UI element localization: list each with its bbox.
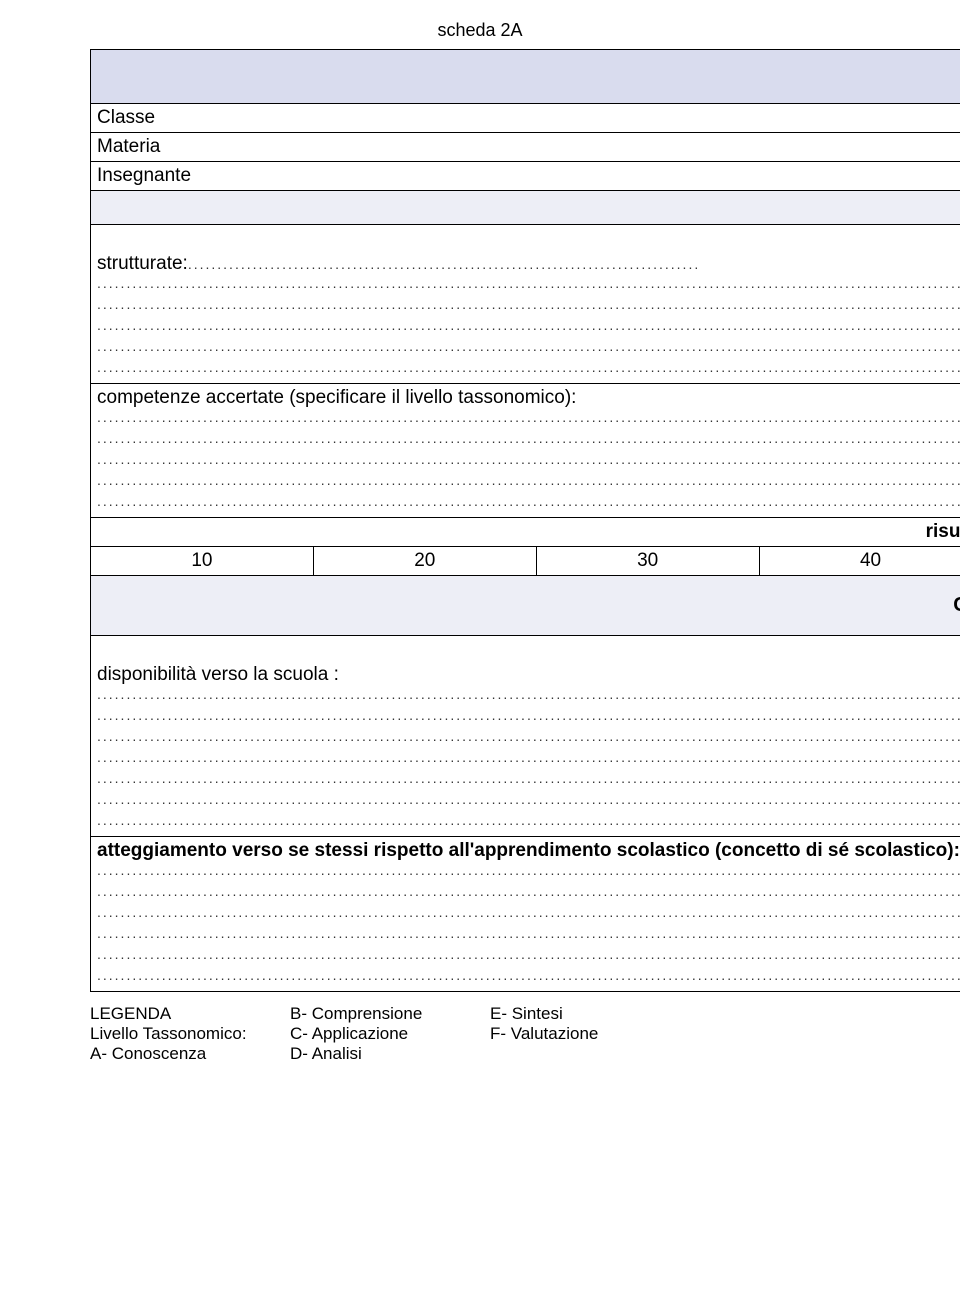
dots: [97, 472, 960, 493]
legend-c: C- Applicazione: [290, 1024, 490, 1044]
percent-grid: 10 20 30 40 50 60 70 80 90 100: [91, 547, 960, 576]
dots: [97, 791, 960, 812]
strutturate-col: strutturate:: [91, 253, 960, 383]
competenze-section: competenze accertate (specificare il liv…: [91, 384, 960, 518]
dots: [97, 430, 960, 451]
legend-f: F- Valutazione: [490, 1024, 670, 1044]
prove-columns: strutturate: non strutturate:: [91, 253, 960, 384]
carat-cogn-header: CARATTERISTICHE COGNITIVE D'INGRESSO: [91, 191, 960, 225]
dots: [97, 409, 960, 430]
dots: [97, 317, 960, 338]
legend-d: D- Analisi: [290, 1044, 490, 1064]
dots: [97, 904, 960, 925]
competenze-label: competenze accertate (specificare il liv…: [97, 387, 960, 409]
attegg-self-label: atteggiamento verso se stessi rispetto a…: [97, 840, 960, 862]
dots: [97, 812, 960, 833]
dots: [97, 770, 960, 791]
legend-e: E- Sintesi: [490, 1004, 670, 1024]
legend-title: LEGENDA: [90, 1004, 290, 1024]
legend-livello: Livello Tassonomico:: [90, 1024, 290, 1044]
dots: [97, 883, 960, 904]
dots: [97, 686, 960, 707]
dots: [97, 451, 960, 472]
disp-scuola-label: disponibilità verso la scuola :: [97, 664, 960, 686]
prove-header: prove d'ingresso (tipo e numero): [91, 225, 960, 253]
pct-30: 30: [537, 547, 760, 575]
dots: [97, 728, 960, 749]
legend: LEGENDA Livello Tassonomico: A- Conoscen…: [90, 1004, 870, 1064]
dots: [97, 275, 960, 296]
legend-a: A- Conoscenza: [90, 1044, 290, 1064]
strutturate-label: strutturate:: [97, 253, 188, 275]
dots: [97, 493, 960, 514]
risultati-header: risultati positivi complessivi (esprimer…: [91, 518, 960, 547]
scheda-label: scheda 2A: [90, 20, 870, 41]
pct-10: 10: [91, 547, 314, 575]
carat-socio-header: CARATTERISTICHE SOCIO-AFFETTIVE D'INGRES…: [91, 576, 960, 636]
dots: [97, 359, 960, 380]
left-title: PROGRAMMAZIONE: [91, 50, 960, 104]
materia-row: Materia: [91, 133, 960, 162]
disp-scuola-col: disponibilità verso la scuola :: [91, 664, 960, 836]
legend-col-1: LEGENDA Livello Tassonomico: A- Conoscen…: [90, 1004, 290, 1064]
dots: [97, 296, 960, 317]
dots: [97, 946, 960, 967]
attegg-header: atteggiamento e comportamento: [91, 636, 960, 664]
legend-col-3: E- Sintesi F- Valutazione: [490, 1004, 670, 1064]
legend-b: B- Comprensione: [290, 1004, 490, 1024]
classe-label: Classe: [91, 104, 960, 132]
attegg-columns: disponibilità verso la scuola : disponib…: [91, 664, 960, 837]
pct-20: 20: [314, 547, 537, 575]
dots: [97, 707, 960, 728]
insegnante-row: Insegnante: [91, 162, 960, 191]
dots: [97, 967, 960, 988]
dots: [97, 749, 960, 770]
dots: [188, 256, 960, 272]
legend-col-2: B- Comprensione C- Applicazione D- Anali…: [290, 1004, 490, 1064]
dots: [97, 862, 960, 883]
classe-sezione-row: Classe Sezione: [91, 104, 960, 133]
dots: [97, 925, 960, 946]
pct-40: 40: [760, 547, 960, 575]
dots: [97, 338, 960, 359]
left-column: PROGRAMMAZIONE Classe Sezione Materia In…: [90, 49, 960, 992]
main-container: PROGRAMMAZIONE Classe Sezione Materia In…: [90, 49, 870, 992]
attegg-self-section: atteggiamento verso se stessi rispetto a…: [91, 837, 960, 991]
